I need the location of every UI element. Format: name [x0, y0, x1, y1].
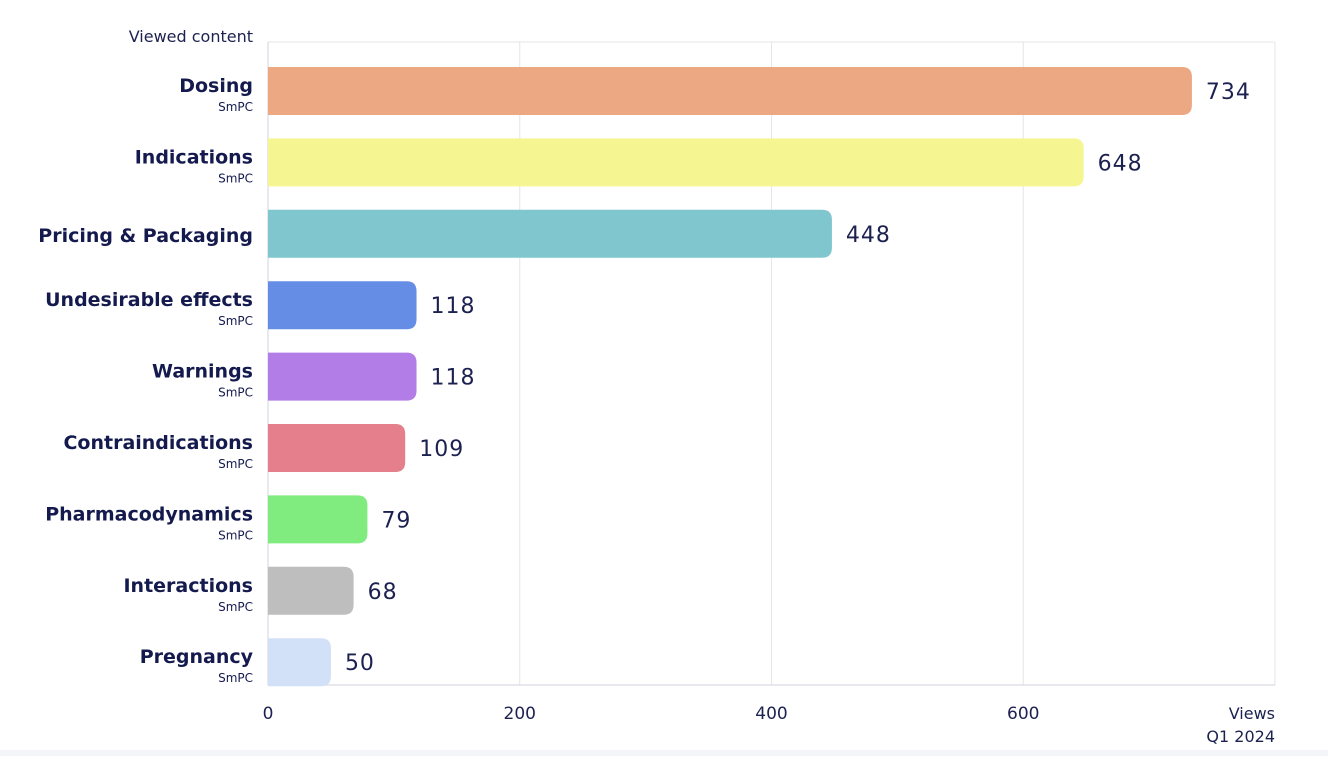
bar [268, 638, 331, 687]
category-label: Undesirable effects [45, 289, 253, 311]
category-label: Dosing [179, 75, 253, 97]
category-label: Pricing & Packaging [38, 225, 253, 247]
data-label: 648 [1098, 151, 1143, 176]
x-axis-title: Views [1229, 704, 1275, 723]
category-label: Warnings [152, 361, 253, 383]
data-label: 118 [431, 366, 476, 391]
bar [268, 138, 1084, 187]
data-label: 79 [381, 508, 411, 533]
data-label: 734 [1206, 80, 1251, 105]
x-tick-label: 200 [504, 704, 536, 724]
category-sublabel: SmPC [218, 100, 253, 114]
y-axis-title: Viewed content [129, 27, 253, 46]
data-label: 109 [419, 437, 464, 462]
category-labels: Dosing SmPC Indications SmPC Pricing & Packa… [38, 75, 253, 685]
category-sublabel: SmPC [218, 171, 253, 185]
category-label: Indications [135, 146, 253, 168]
data-label: 50 [345, 651, 375, 676]
x-tick-label: 0 [263, 704, 274, 724]
category-sublabel: SmPC [218, 528, 253, 542]
x-axis-period: Q1 2024 [1206, 727, 1275, 746]
category-sublabel: SmPC [218, 457, 253, 471]
category-sublabel: SmPC [218, 314, 253, 328]
x-tick-label: 600 [1007, 704, 1039, 724]
x-axis-ticks: 0 200 400 600 [263, 704, 1040, 724]
x-tick-label: 400 [755, 704, 787, 724]
data-label: 68 [368, 580, 398, 605]
bar [268, 495, 368, 544]
category-sublabel: SmPC [218, 600, 253, 614]
bar [268, 209, 832, 258]
data-label: 448 [846, 223, 891, 248]
category-label: Interactions [123, 575, 253, 597]
category-sublabel: SmPC [218, 386, 253, 400]
bars-layer: 734 648 448 118 118 109 79 68 50 [268, 67, 1251, 687]
bar [268, 352, 417, 401]
category-label: Pharmacodynamics [45, 503, 253, 525]
bar [268, 566, 354, 615]
data-label: 118 [431, 294, 476, 319]
category-label: Contraindications [63, 432, 253, 454]
bar [268, 67, 1192, 115]
category-label: Pregnancy [140, 646, 254, 668]
bar [268, 424, 406, 472]
bar [268, 281, 417, 330]
bottom-divider [0, 750, 1328, 756]
category-sublabel: SmPC [218, 671, 253, 685]
